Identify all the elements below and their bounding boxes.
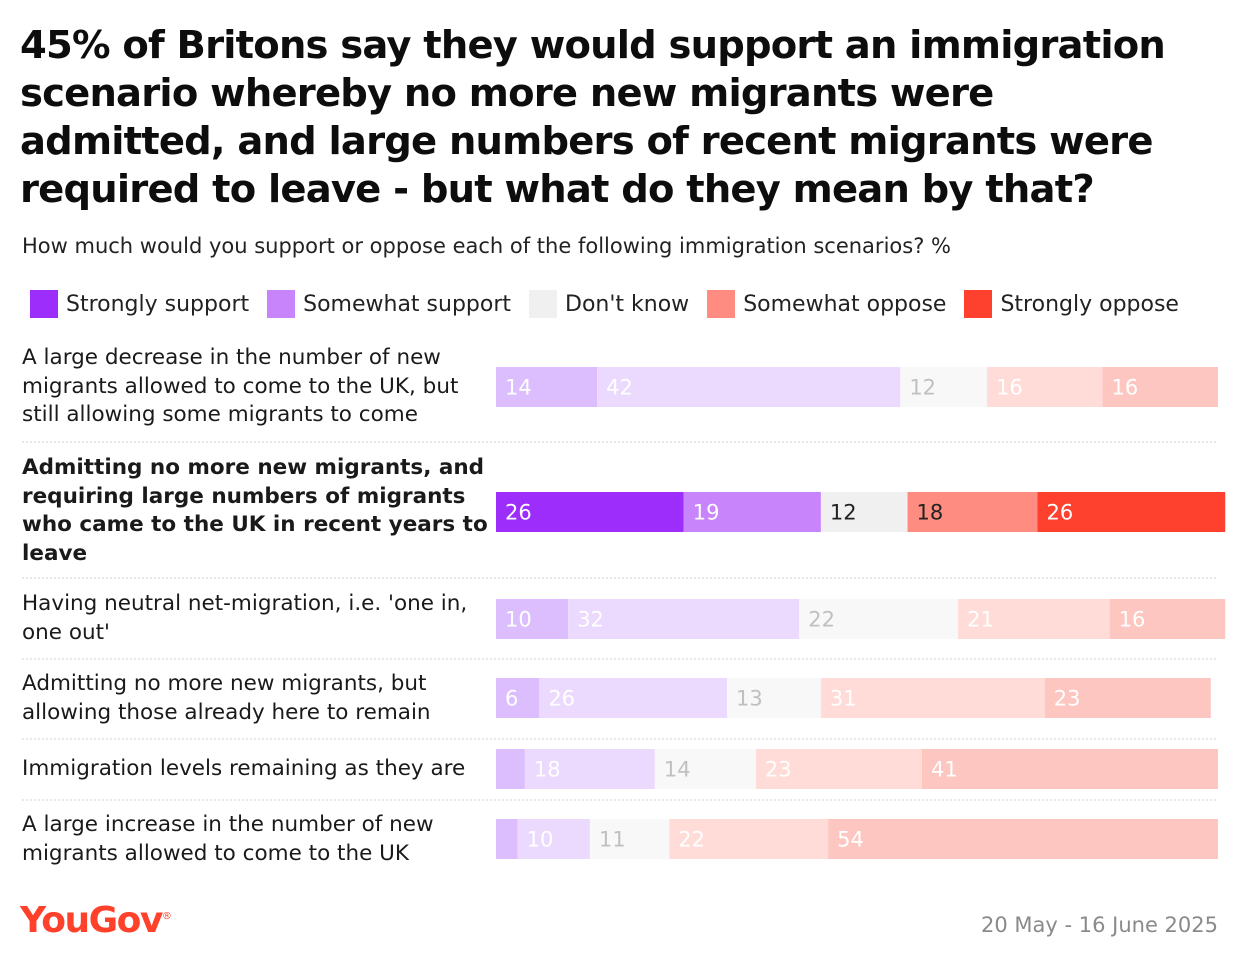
bar-value-label: 19 (693, 501, 720, 525)
bar-segment-somewhat-oppose (907, 492, 1038, 532)
bar-segment-somewhat-support (517, 819, 590, 859)
bar-value-label: 16 (1111, 376, 1138, 400)
category-label-line: one out' (22, 619, 110, 645)
legend-item: Strongly support (30, 290, 249, 318)
bar-value-label: 26 (548, 687, 575, 711)
bar-segment-somewhat-support (597, 367, 901, 407)
category-label: Admitting no more new migrants, but allow… (22, 670, 492, 727)
bar-segment-don-t-know (727, 678, 821, 718)
bar-segment-don-t-know (654, 749, 756, 789)
bar-segment-somewhat-oppose (820, 678, 1045, 718)
legend-label: Don't know (565, 291, 690, 317)
bar-segment-don-t-know (820, 492, 908, 532)
bar-value-label: 12 (830, 501, 857, 525)
bar-segment-somewhat-oppose (958, 599, 1110, 639)
legend-swatch (267, 290, 296, 318)
legend-item: Strongly oppose (964, 290, 1179, 318)
bar-segment-somewhat-support (683, 492, 821, 532)
bar-value-label: 11 (599, 828, 626, 852)
bar-value-label: 31 (830, 687, 857, 711)
bar-segment-strongly-support (496, 367, 598, 407)
legend-label: Somewhat oppose (743, 291, 947, 317)
bar-value-label: 42 (606, 376, 633, 400)
bar-value-label: 54 (837, 828, 864, 852)
legend-item: Somewhat oppose (707, 290, 946, 318)
bar-segment-somewhat-support (524, 749, 655, 789)
category-label-line: requiring large numbers of migrants (22, 483, 466, 509)
legend-label: Somewhat support (303, 291, 512, 317)
bar-segment-strongly-oppose (1109, 599, 1226, 639)
bar-value-label: 21 (967, 608, 994, 632)
bar-segment-somewhat-oppose (669, 819, 829, 859)
category-label-line: Admitting no more new migrants, but (22, 671, 427, 696)
category-label: Admitting no more new migrants, and requi… (22, 454, 492, 568)
stacked-bar-chart: 14 42 12 16 16 26 19 12 18 26 10 32 22 21 16 6 26 13 31 23 1… (22, 367, 1226, 859)
bar-value-label: 14 (664, 758, 691, 782)
legend-item: Somewhat support (267, 290, 511, 318)
bar-value-label: 18 (534, 758, 561, 782)
category-label-line: migrants allowed to come to the UK (22, 840, 410, 866)
bar-segment-strongly-support (496, 749, 525, 789)
legend-swatch (529, 290, 558, 318)
bar-segment-strongly-oppose (1102, 367, 1218, 407)
bar-value-label: 22 (678, 828, 705, 852)
bar-value-label: 13 (736, 687, 763, 711)
category-label: A large increase in the number of new mig… (22, 811, 492, 868)
bar-segment-somewhat-support (568, 599, 800, 639)
bar-value-label: 26 (1047, 501, 1074, 525)
category-label: A large decrease in the number of new mig… (22, 344, 492, 430)
category-label-line: allowing those already here to remain (22, 699, 431, 725)
legend-swatch (30, 290, 58, 318)
bar-segment-strongly-oppose (1044, 678, 1211, 718)
bar-value-label: 41 (931, 758, 958, 782)
bar-value-label: 22 (808, 608, 835, 632)
bar-segment-don-t-know (589, 819, 670, 859)
category-label-line: leave (22, 540, 88, 566)
category-label-line: who came to the UK in recent years to (22, 512, 488, 537)
bar-value-label: 14 (505, 376, 532, 400)
chart-title: 45% of Britons say they would support an… (20, 23, 1166, 212)
bar-segment-somewhat-oppose (986, 367, 1103, 407)
legend: Strongly support Somewhat support Don't kn… (30, 289, 1197, 319)
legend-label: Strongly oppose (1000, 291, 1179, 317)
fieldwork-date: 20 May - 16 June 2025 (981, 913, 1218, 937)
legend-label: Strongly support (66, 291, 250, 317)
bar-value-label: 16 (1119, 608, 1146, 632)
bar-value-label: 23 (1054, 687, 1081, 711)
bar-segment-strongly-oppose (828, 819, 1218, 859)
category-label-line: A large decrease in the number of new (22, 345, 441, 370)
legend-swatch (964, 290, 993, 318)
bar-value-label: 6 (505, 687, 518, 711)
category-label: Immigration levels remaining as they are (22, 755, 492, 784)
chart-subtitle: How much would you support or oppose eac… (22, 234, 951, 258)
bar-value-label: 18 (917, 501, 944, 525)
bar-segment-strongly-support (496, 492, 684, 532)
category-label-line: Admitting no more new migrants, and (22, 455, 485, 480)
bar-segment-somewhat-support (539, 678, 728, 718)
bar-segment-strongly-oppose (921, 749, 1218, 789)
bar-value-label: 10 (505, 608, 532, 632)
bar-segment-don-t-know (799, 599, 959, 639)
bar-segment-strongly-support (496, 819, 518, 859)
bar-segment-somewhat-oppose (755, 749, 922, 789)
bar-value-label: 16 (996, 376, 1023, 400)
yougov-logo: YouGov® (20, 900, 172, 941)
bar-value-label: 32 (577, 608, 604, 632)
bar-value-label: 12 (909, 376, 936, 400)
bar-segment-don-t-know (900, 367, 987, 407)
bar-value-label: 10 (527, 828, 554, 852)
category-label-line: still allowing some migrants to come (22, 402, 418, 427)
legend-item: Don't know (529, 290, 689, 318)
category-label-line: Immigration levels remaining as they are (22, 756, 466, 781)
bar-segment-strongly-support (496, 599, 569, 639)
legend-swatch (707, 290, 736, 318)
bar-value-label: 26 (505, 501, 532, 525)
category-label-line: migrants allowed to come to the UK, but (22, 373, 459, 399)
category-label-line: Having neutral net-migration, i.e. 'one … (22, 591, 468, 616)
category-label-line: A large increase in the number of new (22, 812, 434, 837)
bar-segment-strongly-oppose (1037, 492, 1226, 532)
bar-segment-strongly-support (496, 678, 540, 718)
category-label: Having neutral net-migration, i.e. 'one … (22, 590, 492, 647)
bar-value-label: 23 (765, 758, 792, 782)
